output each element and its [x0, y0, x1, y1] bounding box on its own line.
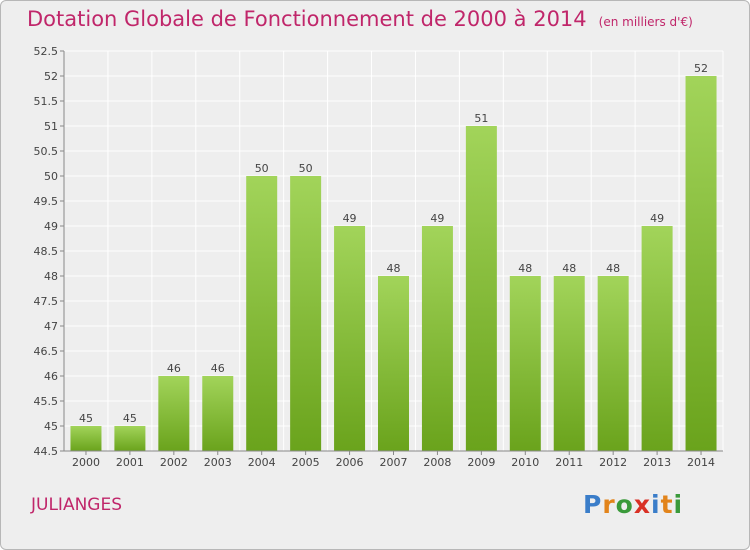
axis-layer: 44.5 45 45.5 46 46.5 47 47.5 48 48.5 49 49.5 50 50.5…: [34, 45, 723, 469]
bar: [378, 276, 409, 451]
y-tick-label: 44.5: [34, 445, 59, 458]
x-tick-label: 2014: [687, 456, 715, 469]
y-tick-label: 52.5: [34, 45, 59, 58]
y-tick-label: 49: [44, 220, 58, 233]
proxiti-logo: Proxiti: [583, 490, 683, 519]
logo-letter: P: [583, 490, 603, 519]
y-tick-label: 46.5: [34, 345, 59, 358]
bar: [334, 226, 366, 451]
y-tick-label: 49.5: [34, 195, 59, 208]
bars-layer: 45 45 46 46 50 50 49 48 49 51 48 48 48 49 52: [70, 62, 717, 451]
x-tick-label: 2004: [248, 456, 276, 469]
data-label: 45: [123, 412, 137, 425]
x-tick-label: 2001: [116, 456, 144, 469]
data-label: 45: [79, 412, 93, 425]
logo-letter: i: [673, 490, 684, 519]
bar: [421, 226, 453, 451]
bar: [202, 376, 234, 451]
logo-letter: r: [602, 490, 616, 519]
logo-letter: t: [660, 490, 674, 519]
chart-title: Dotation Globale de Fonctionnement de 20…: [27, 7, 693, 31]
y-tick-label: 52: [44, 70, 58, 83]
y-tick-label: 45: [44, 420, 58, 433]
x-tick-label: 2003: [204, 456, 232, 469]
x-tick-label: 2000: [72, 456, 100, 469]
x-tick-label: 2011: [555, 456, 583, 469]
logo-letter: x: [633, 490, 651, 519]
x-tick-label: 2009: [467, 456, 495, 469]
data-label: 46: [167, 362, 181, 375]
y-tick-label: 51.5: [34, 95, 59, 108]
y-tick-label: 48.5: [34, 245, 59, 258]
bar: [641, 226, 673, 451]
bar: [465, 126, 497, 451]
data-label: 49: [430, 212, 444, 225]
y-tick-label: 46: [44, 370, 58, 383]
x-tick-label: 2007: [380, 456, 408, 469]
logo-letter: o: [615, 490, 634, 519]
data-label: 48: [562, 262, 576, 275]
y-tick-label: 45.5: [34, 395, 59, 408]
data-label: 48: [606, 262, 620, 275]
data-label: 50: [299, 162, 313, 175]
y-tick-label: 47: [44, 320, 58, 333]
y-tick-label: 50: [44, 170, 58, 183]
data-label: 48: [387, 262, 401, 275]
x-tick-label: 2010: [511, 456, 539, 469]
logo-letter: i: [651, 490, 661, 519]
bar: [685, 76, 717, 451]
bar: [290, 176, 322, 451]
bar: [114, 426, 146, 451]
bar: [158, 376, 190, 451]
commune-name: JULIANGES: [31, 495, 122, 515]
bar: [246, 176, 278, 451]
data-label: 49: [650, 212, 664, 225]
bar: [70, 426, 102, 451]
bar: [597, 276, 629, 451]
x-tick-label: 2002: [160, 456, 188, 469]
x-tick-label: 2008: [423, 456, 451, 469]
data-label: 52: [694, 62, 708, 75]
bar: [509, 276, 541, 451]
y-tick-label: 47.5: [34, 295, 59, 308]
data-label: 51: [474, 112, 488, 125]
y-tick-label: 50.5: [34, 145, 59, 158]
x-tick-label: 2012: [599, 456, 627, 469]
data-label: 48: [518, 262, 532, 275]
data-label: 49: [343, 212, 357, 225]
bar: [553, 276, 585, 451]
x-tick-label: 2013: [643, 456, 671, 469]
x-tick-label: 2006: [336, 456, 364, 469]
data-label: 46: [211, 362, 225, 375]
chart-title-text: Dotation Globale de Fonctionnement de 20…: [27, 7, 587, 31]
y-tick-label: 48: [44, 270, 58, 283]
x-tick-label: 2005: [292, 456, 320, 469]
data-label: 50: [255, 162, 269, 175]
y-tick-label: 51: [44, 120, 58, 133]
chart-unit: (en milliers d'€): [598, 15, 693, 29]
